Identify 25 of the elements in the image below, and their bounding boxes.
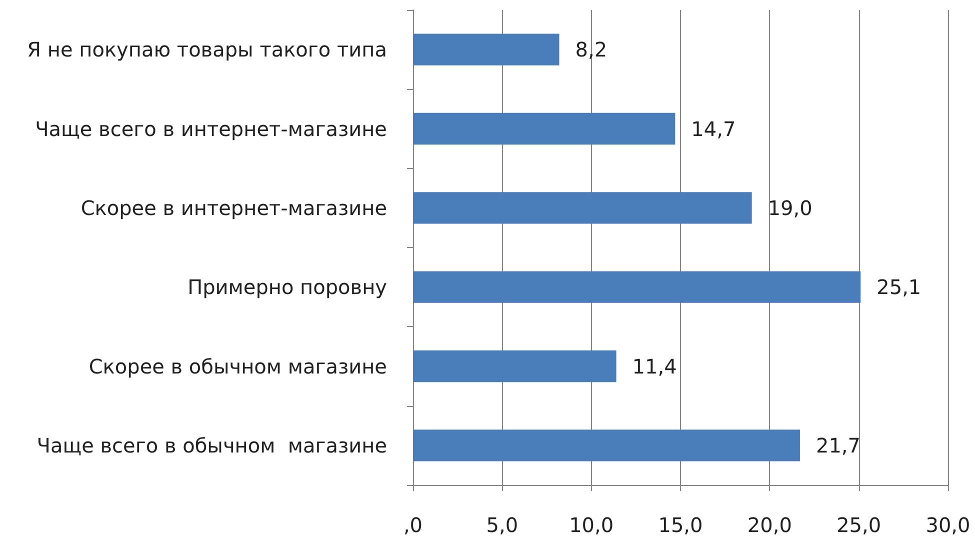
data-label: 11,4 (632, 354, 677, 378)
y-tick-label: Я не покупаю товары такого типа (27, 38, 387, 62)
data-label: 25,1 (876, 275, 922, 300)
bar (413, 350, 616, 382)
bar (413, 430, 800, 462)
data-label: 21,7 (816, 433, 861, 458)
x-tick-label: 10,0 (569, 513, 614, 537)
x-tick-label: 25,0 (836, 513, 882, 537)
y-tick-label: Скорее в обычном магазине (88, 354, 387, 378)
y-tick-label: Скорее в интернет-магазине (80, 196, 387, 220)
x-tick-label: 30,0 (926, 513, 970, 537)
x-tick-label: ,0 (403, 513, 423, 537)
y-tick-label: Чаще всего в интернет-магазине (35, 116, 387, 141)
x-tick-label: 5,0 (486, 513, 518, 537)
x-tick-label: 20,0 (747, 513, 792, 537)
bar (413, 112, 676, 145)
bar (413, 34, 560, 66)
bar (413, 192, 752, 224)
data-label: 8,2 (575, 38, 608, 62)
y-tick-label: Примерно поровну (188, 275, 388, 300)
data-label: 19,0 (768, 196, 812, 220)
bar (413, 271, 861, 303)
data-label: 14,7 (691, 116, 736, 141)
y-tick-label: Чаще всего в обычном магазине (36, 433, 387, 458)
x-tick-label: 15,0 (658, 513, 703, 537)
